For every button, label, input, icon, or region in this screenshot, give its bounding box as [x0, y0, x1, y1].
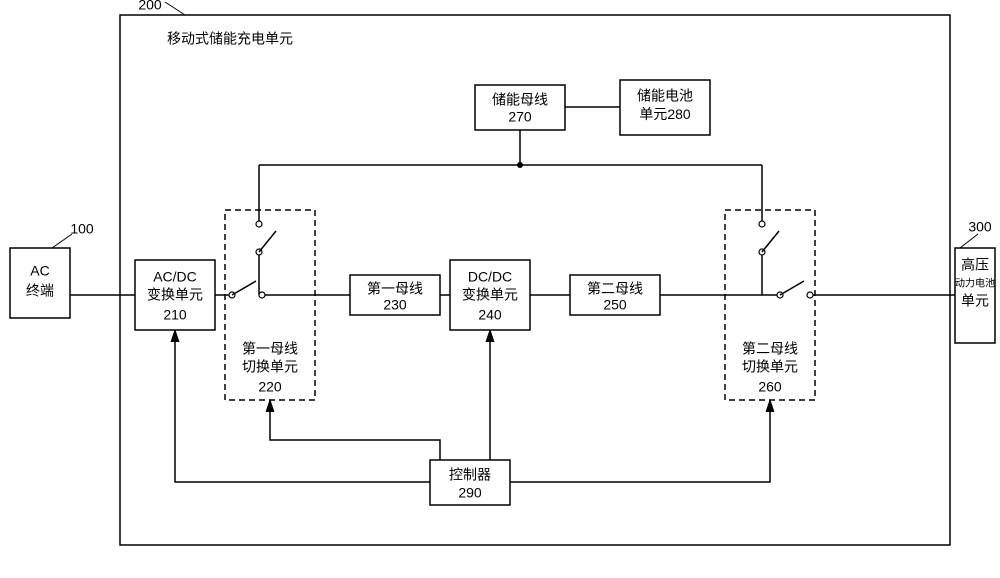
svg-text:250: 250 [603, 297, 627, 313]
svg-text:230: 230 [383, 297, 407, 313]
node-sw2-group: 第二母线 切换单元 260 [725, 210, 815, 400]
annotation-300: 300 [960, 219, 992, 248]
node-bus1: 第一母线 230 [350, 275, 440, 315]
svg-text:变换单元: 变换单元 [462, 287, 518, 303]
node-storage-bus: 储能母线 270 [475, 85, 565, 130]
svg-text:100: 100 [70, 221, 94, 237]
switch-s260a [777, 281, 813, 298]
svg-text:单元280: 单元280 [639, 106, 691, 122]
ctrl-to-sw2 [510, 400, 770, 482]
svg-text:290: 290 [458, 485, 482, 501]
node-controller: 控制器 290 [430, 460, 510, 505]
svg-text:控制器: 控制器 [449, 467, 491, 483]
node-acdc: AC/DC 变换单元 210 [135, 260, 215, 330]
svg-text:AC/DC: AC/DC [153, 269, 197, 285]
svg-text:第二母线: 第二母线 [742, 341, 798, 357]
node-ac-terminal: AC 终端 [10, 248, 70, 318]
svg-text:终端: 终端 [26, 283, 54, 299]
node-hv-battery: 高压 动力电池 单元 [955, 248, 995, 343]
junction-dot [517, 162, 523, 168]
svg-text:储能电池: 储能电池 [637, 88, 693, 104]
svg-text:210: 210 [163, 307, 187, 323]
svg-text:第一母线: 第一母线 [367, 281, 423, 297]
node-storage-battery: 储能电池 单元280 [620, 80, 710, 135]
svg-text:300: 300 [968, 219, 992, 235]
node-bus2: 第二母线 250 [570, 275, 660, 315]
svg-text:储能母线: 储能母线 [492, 92, 548, 108]
svg-text:单元: 单元 [961, 293, 989, 309]
svg-text:切换单元: 切换单元 [742, 359, 798, 375]
svg-text:动力电池: 动力电池 [955, 277, 995, 290]
svg-text:第二母线: 第二母线 [587, 281, 643, 297]
svg-text:第一母线: 第一母线 [242, 341, 298, 357]
switch-s260b [759, 221, 779, 255]
svg-text:200: 200 [138, 0, 162, 13]
node-dcdc: DC/DC 变换单元 240 [450, 260, 530, 330]
svg-text:变换单元: 变换单元 [147, 287, 203, 303]
svg-text:切换单元: 切换单元 [242, 359, 298, 375]
svg-text:DC/DC: DC/DC [468, 269, 512, 285]
svg-text:220: 220 [258, 379, 282, 395]
diagram-canvas: 移动式储能充电单元 200 100 300 [0, 0, 1000, 578]
ctrl-to-sw1 [270, 400, 440, 460]
ctrl-to-acdc [175, 330, 430, 482]
switch-s220b [256, 221, 276, 255]
annotation-100: 100 [52, 221, 94, 248]
annotation-200: 200 [138, 0, 185, 15]
svg-text:240: 240 [478, 307, 502, 323]
svg-text:高压: 高压 [961, 257, 989, 273]
svg-text:270: 270 [508, 109, 532, 125]
svg-text:260: 260 [758, 379, 782, 395]
svg-text:AC: AC [30, 263, 49, 279]
diagram-title: 移动式储能充电单元 [167, 31, 293, 47]
